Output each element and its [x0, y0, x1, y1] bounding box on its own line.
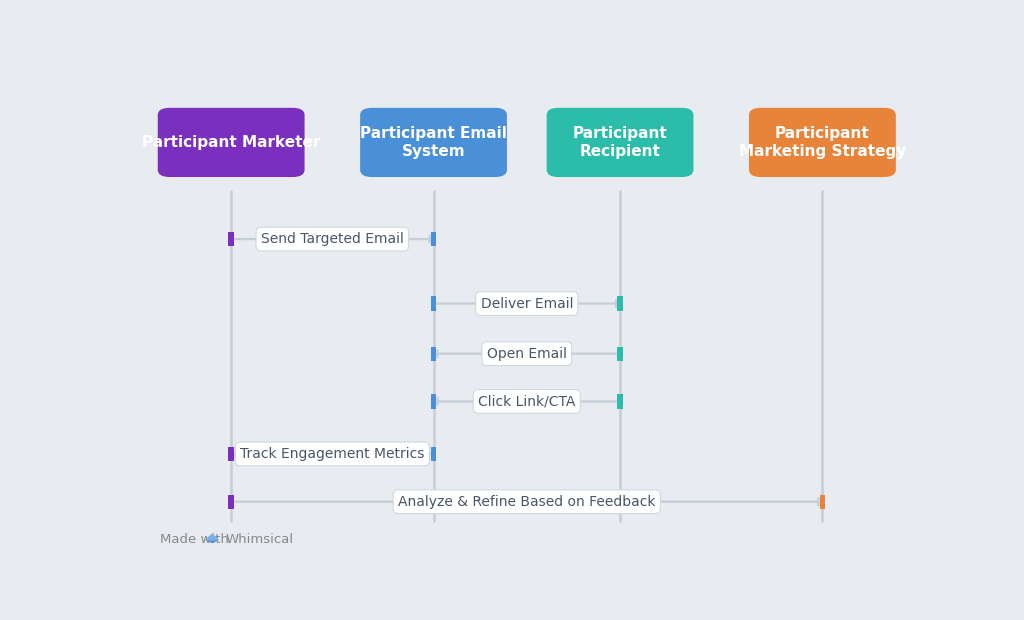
FancyBboxPatch shape	[617, 347, 623, 361]
FancyBboxPatch shape	[617, 394, 623, 409]
Text: Track Engagement Metrics: Track Engagement Metrics	[241, 447, 425, 461]
FancyBboxPatch shape	[819, 495, 825, 509]
FancyBboxPatch shape	[228, 447, 233, 461]
FancyBboxPatch shape	[431, 447, 436, 461]
FancyBboxPatch shape	[617, 296, 623, 311]
FancyBboxPatch shape	[228, 232, 233, 246]
Text: Participant
Marketing Strategy: Participant Marketing Strategy	[738, 126, 906, 159]
FancyBboxPatch shape	[228, 495, 233, 509]
Text: Click Link/CTA: Click Link/CTA	[478, 394, 575, 409]
FancyBboxPatch shape	[360, 108, 507, 177]
FancyBboxPatch shape	[431, 347, 436, 361]
FancyBboxPatch shape	[431, 232, 436, 246]
FancyBboxPatch shape	[431, 296, 436, 311]
Text: Participant Marketer: Participant Marketer	[142, 135, 321, 150]
Text: Open Email: Open Email	[486, 347, 567, 361]
Polygon shape	[206, 534, 218, 540]
Text: Whimsical: Whimsical	[225, 533, 294, 546]
Text: Deliver Email: Deliver Email	[480, 296, 573, 311]
FancyBboxPatch shape	[547, 108, 693, 177]
Text: Analyze & Refine Based on Feedback: Analyze & Refine Based on Feedback	[398, 495, 655, 508]
Text: Made with: Made with	[160, 533, 228, 546]
Text: Participant
Recipient: Participant Recipient	[572, 126, 668, 159]
Text: Participant Email
System: Participant Email System	[360, 126, 507, 159]
Polygon shape	[206, 534, 218, 542]
Text: Send Targeted Email: Send Targeted Email	[261, 232, 403, 246]
FancyBboxPatch shape	[749, 108, 896, 177]
FancyBboxPatch shape	[431, 394, 436, 409]
FancyBboxPatch shape	[158, 108, 304, 177]
